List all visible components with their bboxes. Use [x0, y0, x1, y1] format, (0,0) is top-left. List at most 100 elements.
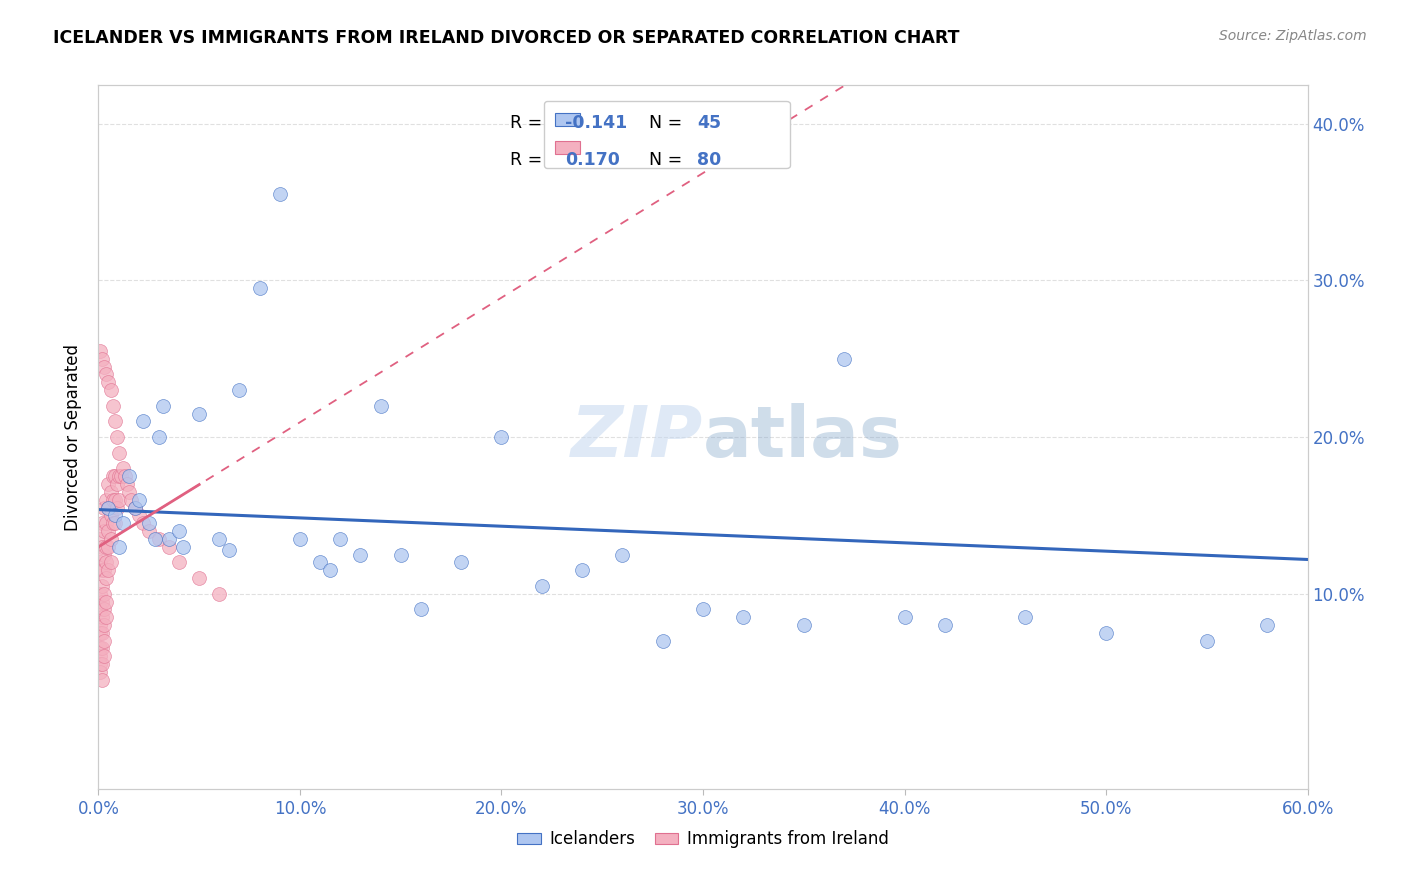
- Point: [89, 665, 111, 679]
- Text: N =: N =: [648, 114, 688, 133]
- Point: [651, 633, 673, 648]
- Point: [96, 555, 118, 569]
- Point: [157, 540, 180, 554]
- Point: [89, 618, 111, 632]
- Point: [89, 602, 111, 616]
- Y-axis label: Divorced or Separated: Divorced or Separated: [65, 343, 83, 531]
- Point: [491, 430, 513, 444]
- Text: 0.170: 0.170: [565, 151, 620, 169]
- Point: [120, 492, 142, 507]
- Point: [370, 399, 392, 413]
- Text: 45: 45: [697, 114, 721, 133]
- Point: [107, 492, 129, 507]
- Point: [329, 532, 352, 546]
- Point: [97, 376, 120, 390]
- Point: [107, 446, 129, 460]
- Point: [89, 625, 111, 640]
- Point: [612, 548, 634, 562]
- Point: [893, 610, 915, 624]
- Point: [309, 555, 332, 569]
- Point: [93, 548, 115, 562]
- Point: [132, 516, 155, 531]
- Point: [93, 587, 115, 601]
- Point: [93, 563, 115, 577]
- Legend: Icelanders, Immigrants from Ireland: Icelanders, Immigrants from Ireland: [510, 823, 896, 855]
- Point: [128, 508, 150, 523]
- Point: [91, 625, 114, 640]
- Text: R =: R =: [509, 151, 547, 169]
- Point: [97, 540, 120, 554]
- Point: [157, 532, 180, 546]
- Point: [124, 500, 146, 515]
- Point: [96, 368, 118, 382]
- Point: [409, 602, 432, 616]
- Point: [103, 469, 125, 483]
- Point: [91, 673, 114, 687]
- Point: [103, 516, 125, 531]
- Point: [101, 469, 124, 483]
- Point: [91, 540, 114, 554]
- Point: [1195, 633, 1218, 648]
- Text: ZIP: ZIP: [571, 402, 703, 472]
- Point: [97, 477, 120, 491]
- Point: [167, 524, 190, 538]
- Point: [89, 641, 111, 656]
- Point: [96, 610, 118, 624]
- Text: 80: 80: [697, 151, 721, 169]
- Point: [128, 492, 150, 507]
- Point: [107, 540, 129, 554]
- Point: [103, 508, 125, 523]
- Point: [103, 414, 125, 428]
- Point: [100, 532, 122, 546]
- Point: [93, 618, 115, 632]
- Point: [143, 532, 166, 546]
- Point: [188, 407, 211, 421]
- Point: [93, 524, 115, 538]
- Point: [172, 540, 194, 554]
- Text: N =: N =: [648, 151, 688, 169]
- Point: [288, 532, 311, 546]
- Point: [97, 500, 120, 515]
- Point: [101, 399, 124, 413]
- Point: [93, 602, 115, 616]
- Point: [571, 563, 593, 577]
- Point: [450, 555, 472, 569]
- Point: [832, 351, 855, 366]
- Point: [91, 641, 114, 656]
- Point: [319, 563, 342, 577]
- Point: [208, 532, 231, 546]
- Point: [93, 359, 115, 374]
- Point: [793, 618, 815, 632]
- Point: [91, 657, 114, 672]
- Point: [89, 649, 111, 664]
- Point: [89, 587, 111, 601]
- Point: [934, 618, 956, 632]
- Point: [91, 563, 114, 577]
- Point: [114, 469, 136, 483]
- Point: [148, 430, 170, 444]
- Point: [93, 649, 115, 664]
- Point: [93, 633, 115, 648]
- Point: [1256, 618, 1278, 632]
- Point: [89, 343, 111, 358]
- Point: [249, 281, 271, 295]
- Point: [89, 532, 111, 546]
- Text: Source: ZipAtlas.com: Source: ZipAtlas.com: [1219, 29, 1367, 43]
- Point: [218, 542, 240, 557]
- Point: [97, 524, 120, 538]
- Point: [138, 516, 160, 531]
- Point: [101, 492, 124, 507]
- Point: [208, 587, 231, 601]
- Point: [100, 508, 122, 523]
- Point: [124, 500, 146, 515]
- Point: [89, 657, 111, 672]
- Text: -0.141: -0.141: [565, 114, 627, 133]
- Point: [269, 187, 291, 202]
- Point: [110, 469, 132, 483]
- Point: [138, 524, 160, 538]
- Point: [118, 484, 141, 499]
- Point: [91, 351, 114, 366]
- Point: [97, 563, 120, 577]
- Point: [91, 516, 114, 531]
- Point: [101, 516, 124, 531]
